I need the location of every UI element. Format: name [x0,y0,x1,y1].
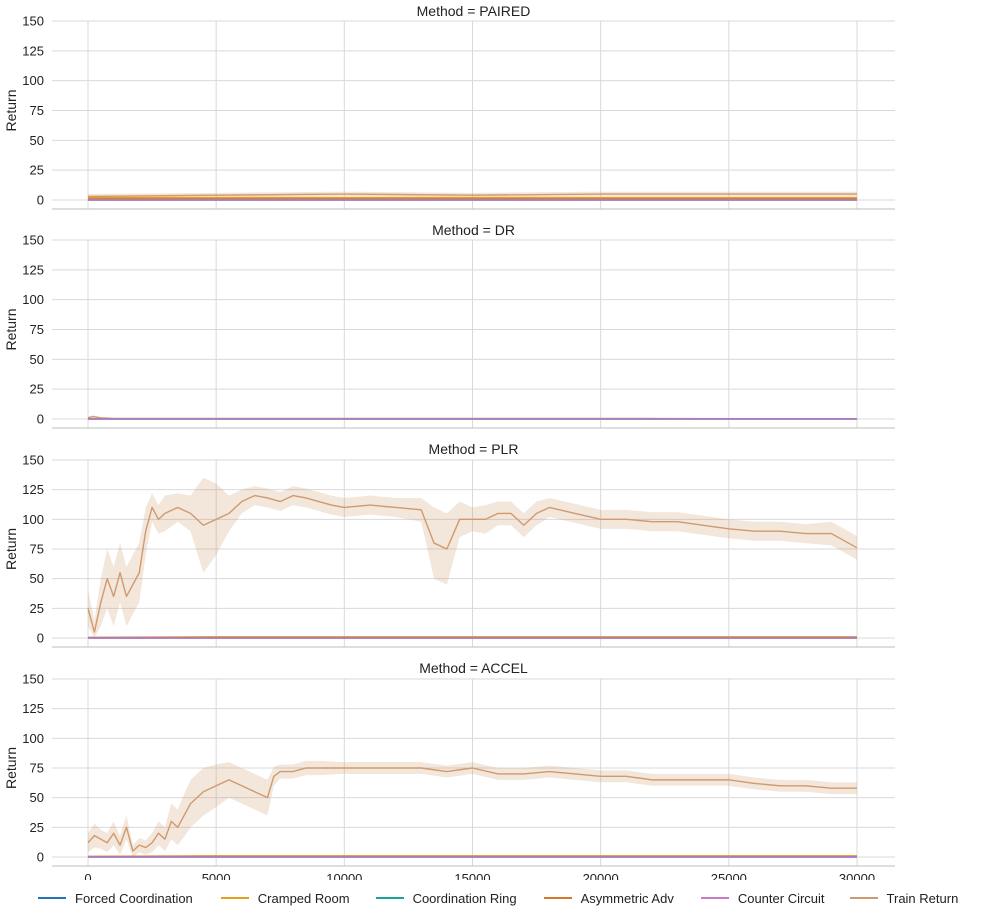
legend: Forced Coordination Cramped Room Coordin… [30,886,980,910]
legend-label: Counter Circuit [737,890,825,906]
x-tick-label: 5000 [202,871,231,880]
y-tick-label: 25 [30,820,44,835]
y-tick-label: 75 [30,322,44,337]
legend-item-counter-circuit: Counter Circuit [700,890,825,906]
y-tick-label: 125 [22,701,44,716]
panel-title: Method = PLR [429,441,519,457]
x-tick-label: 0 [84,871,91,880]
x-tick-label: 20000 [583,871,619,880]
panel-method-plr: 0 25 50 75 100 125 150 Method = PLR Return [3,441,895,648]
y-tick-label: 125 [22,482,44,497]
legend-item-train-return: Train Return [849,890,959,906]
legend-item-forced-coordination: Forced Coordination [38,891,193,906]
band-train-return [88,477,857,638]
y-tick-label: 100 [22,731,44,746]
y-tick-label: 75 [30,103,44,118]
series-line-train-return [87,193,857,198]
legend-swatch-counter-circuit [700,897,729,899]
y-tick-label: 125 [22,43,44,58]
y-tick-label: 100 [22,292,44,307]
panel-method-paired: 0 25 50 75 100 125 150 Method = PAIRED Return [3,3,895,210]
legend-label: Train Return [886,890,959,906]
y-tick-label: 75 [30,761,44,776]
legend-item-asymmetric-adv: Asymmetric Adv [543,890,674,906]
y-tick-label: 25 [30,382,44,397]
y-axis-label: Return [3,308,19,350]
series-line-train-return [87,767,857,852]
x-tick-label: 30000 [839,871,875,880]
band-train-return [88,760,857,857]
legend-swatch-coordination-ring [375,897,404,899]
series-line-train-return [87,494,858,633]
legend-item-cramped-room: Cramped Room [220,890,350,906]
y-axis-label: Return [3,528,19,570]
y-tick-label: 0 [37,412,44,427]
panel-title: Method = ACCEL [419,660,528,676]
y-tick-label: 100 [22,73,44,88]
y-tick-label: 0 [37,850,44,865]
y-tick-label: 0 [37,193,44,208]
y-tick-label: 50 [30,133,44,148]
y-tick-label: 50 [30,352,44,367]
legend-swatch-cramped-room [220,897,249,899]
y-tick-label: 50 [30,790,44,805]
y-tick-label: 75 [30,542,44,557]
y-tick-label: 150 [22,14,44,29]
y-tick-label: 25 [30,601,44,616]
legend-label: Coordination Ring [412,890,517,906]
y-tick-label: 25 [30,163,44,178]
panel-title: Method = PAIRED [417,3,531,19]
y-tick-label: 150 [22,233,44,248]
x-tick-label: 25000 [711,871,747,880]
y-tick-label: 125 [22,262,44,277]
panel-method-dr: 0 25 50 75 100 125 150 Method = DR Return [3,222,895,429]
y-tick-label: 150 [22,672,44,687]
y-tick-label: 50 [30,571,44,586]
y-axis-label: Return [3,747,19,789]
y-axis-label: Return [3,89,19,131]
legend-label: Asymmetric Adv [580,890,674,906]
panel-method-accel: 0 25 50 75 100 125 150 Method = ACCEL Return [3,660,895,867]
legend-swatch-asymmetric-adv [543,897,572,899]
y-tick-label: 100 [22,512,44,527]
y-tick-label: 0 [37,631,44,646]
legend-item-coordination-ring: Coordination Ring [375,890,517,906]
legend-swatch-forced-coordination [38,897,66,899]
panel-title: Method = DR [432,222,515,238]
legend-label: Cramped Room [257,890,350,906]
faceted-line-chart: 0 25 50 75 100 125 150 Method = PAIRED Return 0 25… [3,3,895,880]
x-tick-label: 10000 [326,871,362,880]
y-tick-label: 150 [22,453,44,468]
legend-swatch-train-return [849,897,878,899]
legend-label: Forced Coordination [75,890,193,906]
x-tick-label: 15000 [454,871,490,880]
